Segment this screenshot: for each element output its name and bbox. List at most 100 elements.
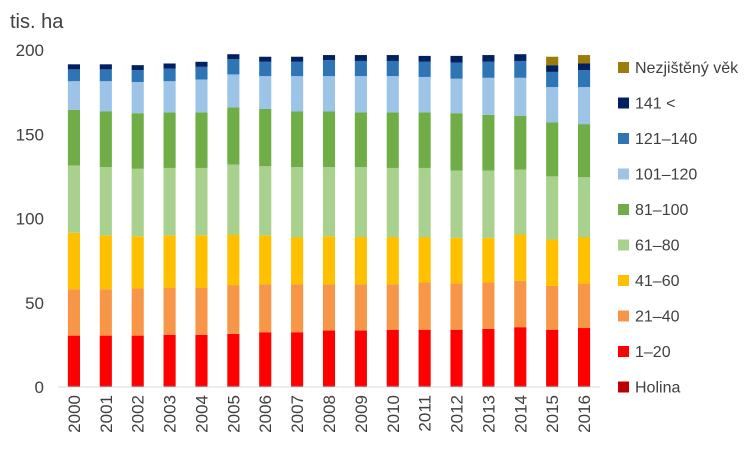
bar-segment: [322, 236, 336, 285]
bar-segment: [482, 385, 495, 387]
bar-segment: [227, 385, 240, 387]
bar-segment: [195, 112, 208, 168]
x-tick-label: 2012: [448, 395, 467, 433]
bar-segment: [67, 165, 80, 233]
bar-segment: [163, 385, 176, 387]
bar-segment: [482, 114, 495, 171]
bar-segment: [291, 237, 304, 285]
x-tick-label: 2011: [416, 395, 435, 432]
bar-segment: [578, 385, 591, 387]
bar-segment: [131, 70, 144, 83]
bar-segment: [195, 235, 208, 288]
legend-label: 81–100: [635, 202, 688, 219]
bar-segment: [227, 164, 240, 235]
bar-segment: [546, 65, 559, 72]
x-tick-label: 2000: [65, 395, 84, 433]
y-axis-unit-label: tis. ha: [10, 11, 64, 33]
bar-segment: [322, 111, 336, 168]
bar-segment: [322, 284, 336, 331]
bar-segment: [354, 167, 367, 238]
bar-segment: [131, 113, 144, 169]
bar-segment: [195, 385, 208, 387]
bar-segment: [546, 71, 559, 88]
bar-segment: [386, 167, 399, 238]
bar-segment: [578, 87, 591, 125]
bar-segment: [450, 329, 463, 386]
bar-segment: [514, 327, 527, 386]
bar-segment: [163, 235, 176, 288]
bar-segment: [195, 79, 208, 113]
bar-segment: [227, 59, 240, 75]
legend-label: 41–60: [635, 273, 680, 290]
bar-segment: [227, 285, 240, 334]
bar-segment: [578, 283, 591, 329]
bar-segment: [259, 235, 272, 285]
bar-segment: [514, 54, 527, 61]
bar-segment: [354, 237, 367, 285]
legend-label: 21–40: [635, 309, 680, 326]
bar-segment: [259, 332, 272, 386]
bar-segment: [67, 232, 80, 290]
bar-segment: [67, 109, 80, 166]
bar-segment: [291, 56, 304, 62]
bar-segment: [418, 112, 431, 168]
bar-segment: [450, 385, 463, 387]
bar-segment: [514, 280, 527, 328]
x-tick-label: 2004: [192, 395, 211, 433]
x-tick-label: 2002: [129, 395, 148, 433]
legend-swatch: [618, 204, 629, 215]
x-tick-label: 2010: [384, 395, 403, 433]
bar-segment: [291, 284, 304, 333]
bar-segment: [514, 169, 527, 235]
y-tick-label: 200: [16, 41, 44, 60]
legend-swatch: [618, 275, 629, 286]
bar-segment: [322, 55, 336, 61]
bar-segment: [578, 177, 591, 238]
bar-segment: [386, 237, 399, 285]
bar-segment: [99, 335, 112, 386]
legend-label: 1–20: [635, 344, 671, 361]
x-tick-label: 2006: [256, 395, 275, 433]
legend: Nezjištěný věk 141 < 121–140 101–120 81–100 6…: [618, 60, 739, 397]
bar-segment: [131, 65, 144, 71]
bar-segment: [163, 334, 176, 386]
bar-segment: [322, 60, 336, 77]
bar-segment: [546, 176, 559, 240]
x-tick-label: 2001: [97, 395, 116, 433]
bar-segment: [386, 76, 399, 113]
y-tick-label: 0: [35, 378, 44, 397]
bar-segment: [99, 385, 112, 387]
bar-segment: [418, 76, 431, 113]
bar-segment: [259, 56, 272, 62]
bar-segment: [99, 235, 112, 290]
bar-segment: [227, 54, 240, 60]
x-tick-label: 2009: [352, 395, 371, 433]
bar-segment: [482, 61, 495, 78]
bar-segment: [259, 108, 272, 167]
bar-segment: [99, 69, 112, 82]
bar-segment: [418, 385, 431, 387]
legend-swatch: [618, 310, 629, 322]
bar-segment: [131, 335, 144, 386]
bar-segment: [195, 334, 208, 386]
bar-segment: [418, 61, 431, 77]
bar-segment: [259, 385, 272, 387]
bar-segment: [386, 112, 399, 168]
legend-label: Holina: [635, 380, 680, 397]
bar-segment: [578, 237, 591, 284]
bar-segment: [386, 329, 399, 386]
bar-segment: [259, 61, 272, 77]
bar-segment: [67, 69, 80, 82]
bar-segment: [163, 81, 176, 113]
legend-swatch: [618, 62, 629, 73]
bar-segment: [418, 282, 431, 330]
legend-label: 101–120: [635, 167, 697, 184]
bar-segment: [482, 282, 495, 329]
bar-segment: [131, 385, 144, 387]
bar-segment: [418, 55, 431, 62]
bar-segment: [450, 62, 463, 79]
bar-segment: [578, 328, 591, 386]
bar-segment: [418, 237, 431, 283]
bar-segment: [546, 122, 559, 177]
bar-segment: [322, 385, 336, 387]
